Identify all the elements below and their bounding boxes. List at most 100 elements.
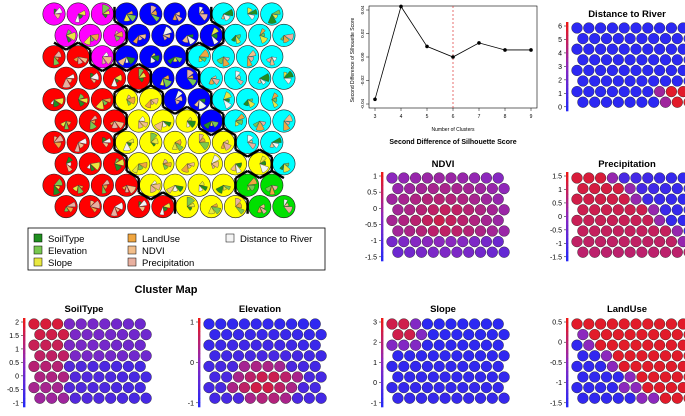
som-cell-wedge <box>247 184 251 191</box>
colorbar-segment <box>566 238 569 244</box>
colorbar-segment <box>566 189 569 195</box>
legend-swatch-distance <box>225 233 235 243</box>
colorbar-segment <box>566 256 569 262</box>
som-cell-wedge <box>216 56 224 65</box>
colorbar-segment <box>566 322 569 328</box>
colorbar-segment <box>566 349 569 355</box>
heatmap-cell <box>589 350 601 362</box>
heatmap-cell <box>309 339 321 351</box>
som-cell-wedge <box>230 163 236 172</box>
heatmap-cell <box>624 32 636 45</box>
cluster-boundary-edge <box>271 169 285 180</box>
silhouette-point <box>529 48 533 52</box>
som-cell-wedge <box>210 27 219 36</box>
colorbar-segment <box>566 44 569 50</box>
heatmap-cell <box>612 204 624 216</box>
colorbar-segment <box>198 335 201 341</box>
heatmap-cell <box>589 32 601 45</box>
heatmap-cell <box>486 225 498 237</box>
heatmap-cell <box>392 350 404 362</box>
heatmap-cell <box>386 172 398 184</box>
som-cell <box>163 88 187 112</box>
heatmap-cell <box>636 246 648 258</box>
heatmap-cell <box>480 193 493 205</box>
colorbar-segment <box>566 185 569 191</box>
heatmap-cell <box>577 54 589 66</box>
som-cell-wedge <box>283 120 291 131</box>
som-cell-wedge <box>271 13 279 20</box>
colorbar-segment <box>566 211 569 217</box>
som-cell-wedge <box>271 184 279 191</box>
som-cell-wedge <box>167 56 176 65</box>
som-cell-wedge <box>150 137 159 145</box>
colorbar-segment <box>198 366 201 372</box>
heatmap-cell <box>677 43 685 55</box>
heatmap-cell <box>469 214 481 227</box>
heatmap-cell <box>612 183 624 195</box>
heatmap-cell <box>427 392 439 404</box>
heatmap-cell <box>665 339 678 351</box>
heatmap-cell <box>636 32 648 45</box>
som-cell-wedge <box>174 56 183 63</box>
som-cell-wedge <box>259 28 266 36</box>
heatmap-cell <box>618 360 630 373</box>
cluster-boundary-edge <box>259 169 273 180</box>
heatmap-cell <box>486 183 498 195</box>
som-cell <box>236 88 260 112</box>
heatmap-cell <box>630 339 642 351</box>
colorbar-segment <box>381 203 384 209</box>
som-cell-wedge <box>65 34 72 43</box>
som-cell-wedge <box>53 97 64 105</box>
colorbar-tick-label: 1 <box>373 360 377 367</box>
som-cell <box>260 173 284 197</box>
heatmap-cell <box>99 318 111 330</box>
heatmap-cell <box>427 329 439 341</box>
som-cell-wedge <box>53 184 61 195</box>
heatmap-cell <box>250 318 262 330</box>
som-cell <box>78 152 102 176</box>
heatmap-cell <box>128 350 140 362</box>
som-cell-wedge <box>126 99 132 106</box>
heatmap-cell <box>492 318 504 330</box>
heatmap-cell <box>624 96 636 108</box>
som-cell-wedge <box>271 92 279 100</box>
som-cell <box>103 109 127 133</box>
heatmap-cell <box>642 339 654 351</box>
heatmap-cell <box>238 339 251 351</box>
som-cell-wedge <box>62 77 71 88</box>
heatmap-cell <box>612 75 624 87</box>
heatmap-cell <box>589 96 601 108</box>
colorbar-segment <box>566 384 569 390</box>
heatmap-cell <box>398 172 410 184</box>
som-cell-wedge <box>186 196 195 207</box>
heatmap-cell <box>583 318 595 330</box>
colorbar-segment <box>23 353 26 359</box>
heatmap-cell <box>594 214 607 227</box>
heatmap-cell <box>486 350 498 362</box>
colorbar-tick-label: -0.5 <box>550 227 562 234</box>
som-cell <box>236 45 260 69</box>
heatmap-cell <box>642 382 654 394</box>
heatmap-cell <box>642 360 654 373</box>
colorbar-segment <box>566 251 569 257</box>
heatmap-cell <box>410 214 422 227</box>
heatmap-cell <box>427 225 439 237</box>
heatmap-cell <box>648 329 660 341</box>
heatmap-cell <box>648 392 660 404</box>
heatmap-cell <box>618 214 630 227</box>
som-cell-wedge <box>220 141 225 149</box>
colorbar-segment <box>566 26 569 32</box>
colorbar-segment <box>381 331 384 337</box>
som-cell-wedge <box>114 202 124 211</box>
som-cell-wedge <box>222 139 229 144</box>
som-cell-wedge <box>95 99 105 110</box>
som-cell <box>175 195 199 219</box>
heatmap-cell <box>671 329 683 341</box>
heatmap-cell <box>51 339 64 351</box>
heatmap-distance-to-river: 6 5 4 3 2 1 0 <box>558 22 685 112</box>
heatmap-cell <box>469 236 481 248</box>
som-cell-wedge <box>283 199 288 208</box>
heatmap-cell <box>671 371 683 383</box>
som-cell <box>54 66 78 90</box>
panel-title-landuse: LandUse <box>607 304 647 315</box>
